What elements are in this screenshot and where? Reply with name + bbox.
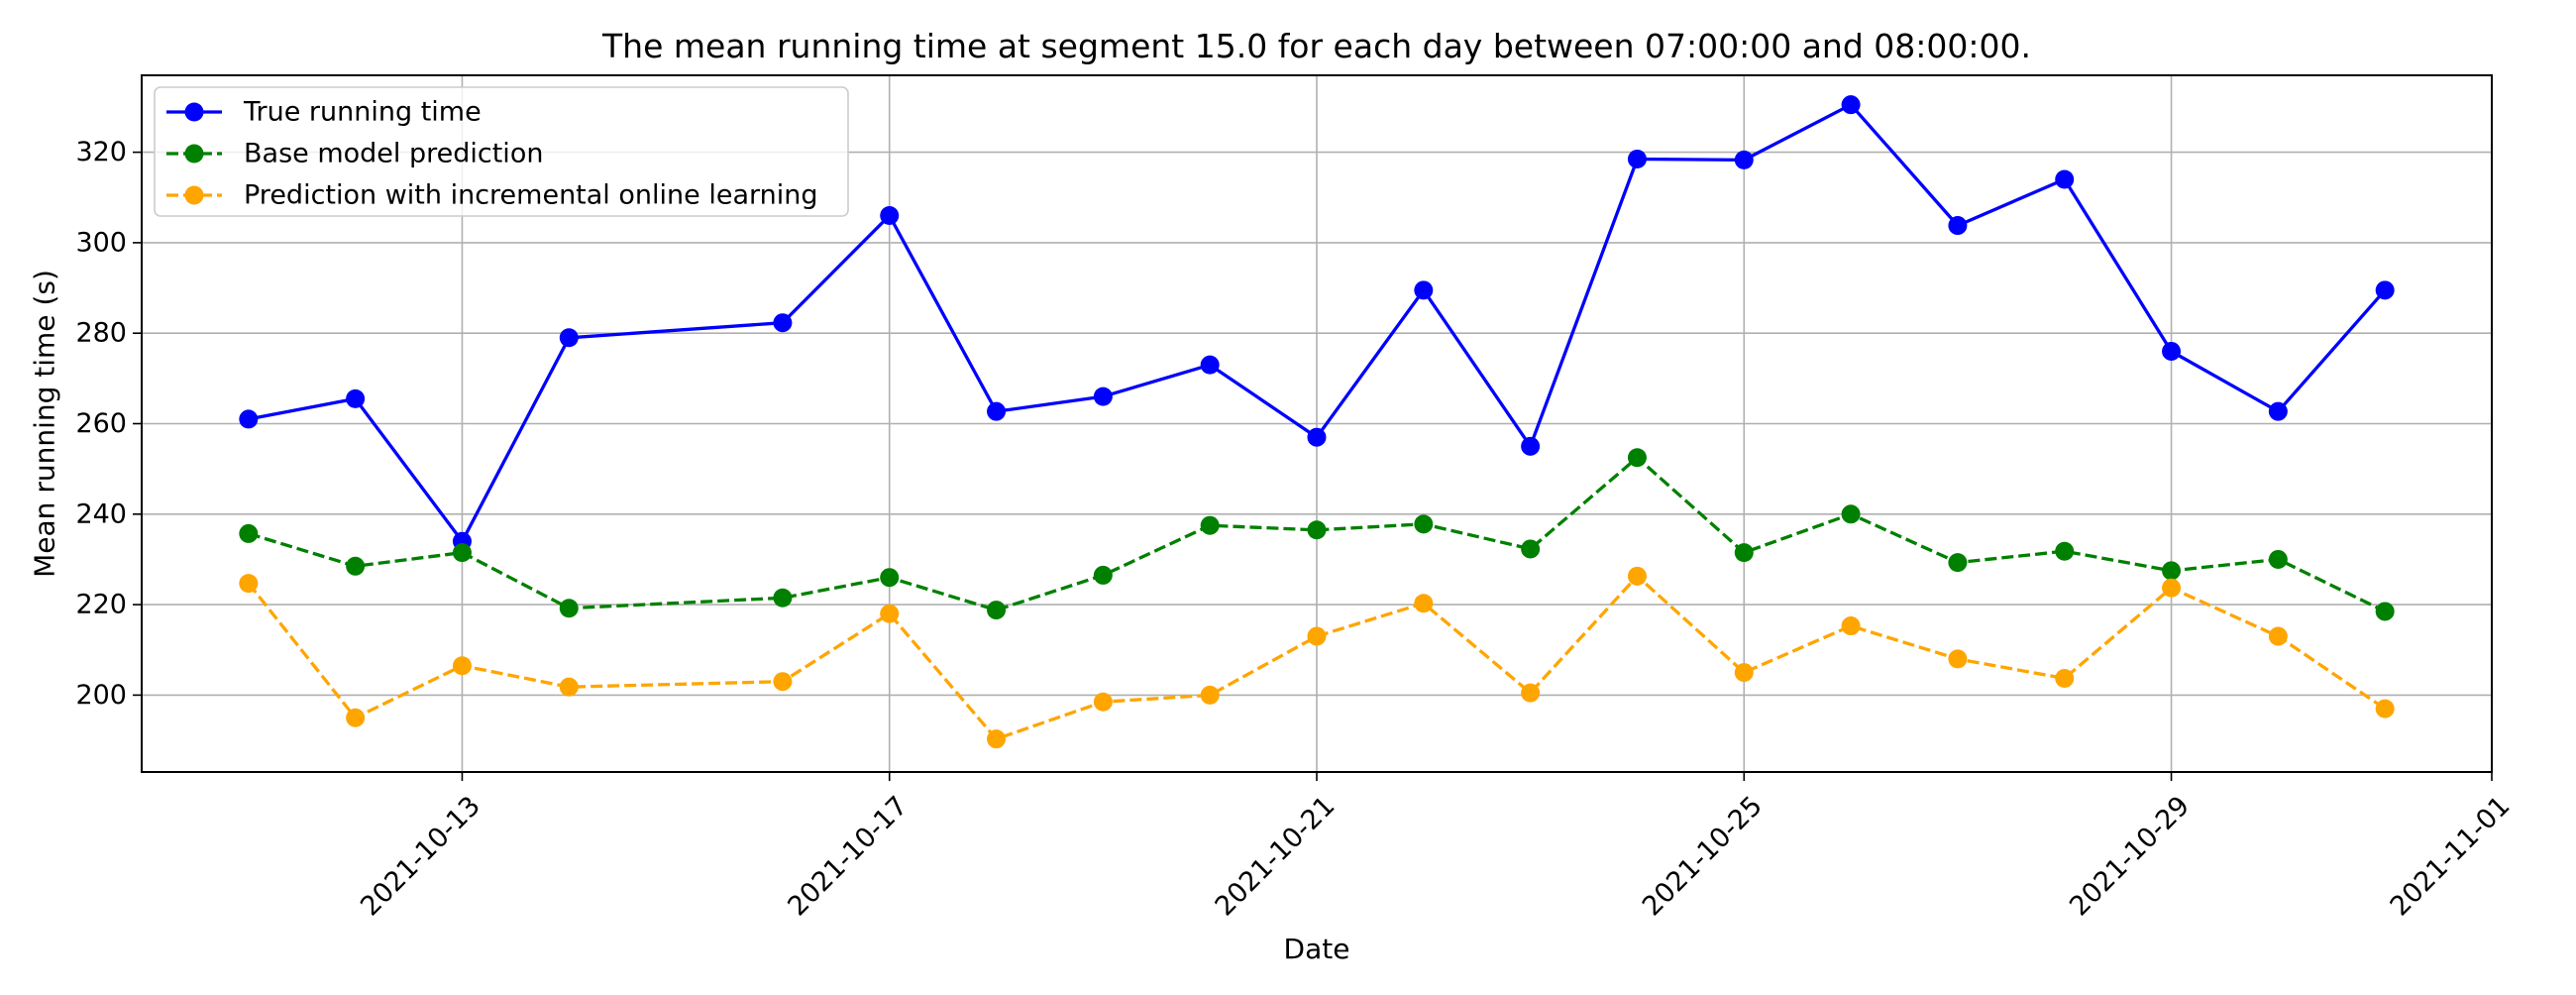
data-point — [1948, 216, 1968, 236]
y-tick-label: 240 — [75, 498, 127, 529]
y-tick-label: 300 — [75, 227, 127, 258]
legend-item-3: Prediction with incremental online learn… — [166, 180, 818, 211]
data-point — [239, 409, 259, 429]
y-tick-label: 280 — [75, 318, 127, 349]
data-point — [1841, 95, 1861, 115]
data-point — [239, 574, 259, 594]
data-point — [1948, 649, 1968, 669]
data-point — [239, 523, 259, 543]
data-point — [880, 206, 900, 226]
data-point — [1521, 683, 1541, 703]
data-point — [773, 313, 793, 333]
series-3 — [239, 566, 2395, 749]
data-point — [452, 543, 472, 563]
data-point — [1841, 616, 1861, 636]
series-line — [248, 456, 2386, 613]
series-line — [248, 103, 2387, 543]
grid — [142, 75, 2493, 772]
legend-marker — [184, 185, 204, 205]
y-tick-label: 320 — [75, 137, 127, 167]
data-point — [773, 588, 793, 608]
data-point — [1734, 543, 1754, 563]
data-point — [1734, 150, 1754, 169]
data-point — [452, 656, 472, 676]
data-point — [1307, 626, 1327, 646]
legend-marker — [184, 144, 204, 164]
data-point — [559, 328, 579, 348]
series-1 — [239, 95, 2395, 551]
series-2 — [239, 448, 2395, 621]
legend-marker — [184, 102, 204, 122]
y-tick-label: 260 — [75, 408, 127, 439]
legend-label: Base model prediction — [244, 139, 543, 169]
data-point — [2055, 169, 2075, 189]
x-axis-label: Date — [1284, 933, 1350, 965]
data-point — [559, 677, 579, 697]
data-point — [2375, 699, 2395, 719]
data-point — [2162, 341, 2182, 361]
data-point — [1841, 504, 1861, 524]
data-point — [2162, 578, 2182, 598]
data-point — [1734, 663, 1754, 683]
data-point — [1948, 553, 1968, 573]
data-point — [2375, 602, 2395, 621]
data-point — [2375, 280, 2395, 300]
y-axis-label: Mean running time (s) — [29, 270, 61, 578]
series-line — [247, 574, 2387, 741]
data-point — [2268, 626, 2288, 646]
data-point — [2055, 541, 2075, 561]
data-point — [1414, 594, 1434, 613]
data-point — [987, 601, 1007, 620]
data-point — [2268, 401, 2288, 421]
data-point — [1521, 436, 1541, 456]
data-point — [559, 599, 579, 618]
legend-item-1: True running time — [166, 97, 482, 128]
data-point — [1627, 448, 1647, 468]
data-point — [2162, 561, 2182, 581]
data-point — [2268, 549, 2288, 569]
data-point — [346, 388, 366, 408]
data-point — [346, 708, 366, 727]
legend-label: Prediction with incremental online learn… — [244, 180, 818, 211]
data-point — [1200, 685, 1220, 705]
data-point — [1307, 520, 1327, 540]
data-point — [2055, 669, 2075, 689]
data-point — [987, 401, 1007, 421]
data-point — [1414, 514, 1434, 534]
data-point — [1521, 539, 1541, 559]
data-point — [1627, 566, 1647, 586]
data-point — [880, 604, 900, 623]
legend-box — [154, 86, 849, 217]
data-point — [1093, 387, 1113, 406]
y-tick-label: 200 — [75, 680, 127, 711]
data-point — [880, 568, 900, 588]
data-point — [346, 556, 366, 576]
legend-label: True running time — [243, 97, 482, 128]
data-point — [1627, 149, 1647, 168]
data-point — [1200, 515, 1220, 535]
series-layer — [239, 95, 2395, 749]
data-point — [1093, 565, 1113, 585]
data-point — [1200, 355, 1220, 375]
data-point — [1093, 692, 1113, 712]
legend-item-2: Base model prediction — [166, 139, 543, 169]
y-tick-label: 220 — [75, 590, 127, 620]
data-point — [1307, 427, 1327, 447]
data-point — [773, 672, 793, 692]
data-point — [987, 729, 1007, 749]
legend: True running time Base model prediction Pr… — [154, 86, 849, 217]
data-point — [1414, 280, 1434, 300]
chart-title: The mean running time at segment 15.0 fo… — [601, 27, 2031, 65]
